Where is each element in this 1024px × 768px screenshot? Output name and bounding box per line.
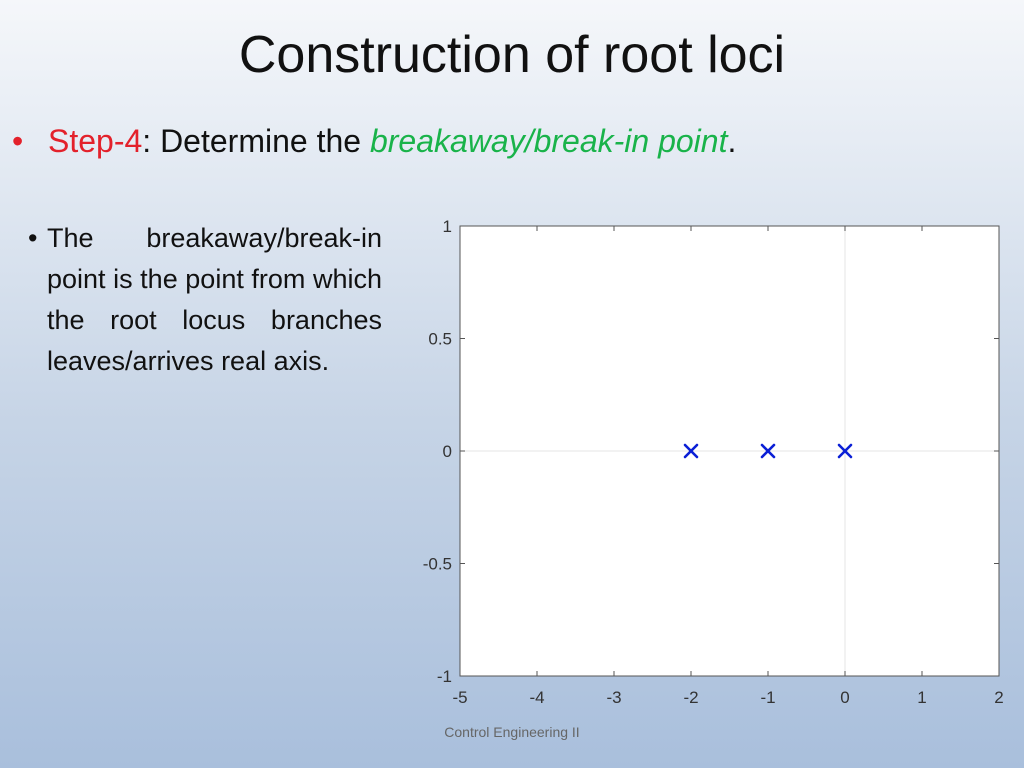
pole-marker-layer: [683, 443, 853, 459]
step-highlight: breakaway/break-in point: [369, 123, 728, 159]
y-tick-label: 0.5: [428, 330, 452, 349]
step-label: Step-4: [48, 123, 143, 159]
y-tick-label: 1: [443, 217, 452, 236]
step-bullet-line: • Step-4: Determine the breakaway/break-i…: [12, 118, 736, 164]
x-tick-label: -4: [529, 688, 544, 707]
tick-label-layer: -5 -4 -3 -2 -1 0 1 2 -1 -0.5 0 0.5 1: [423, 217, 1004, 707]
x-tick-label: -2: [683, 688, 698, 707]
pole-marker: [837, 443, 853, 459]
y-tick-label: 0: [443, 442, 452, 461]
tick-layer: [459, 225, 1000, 677]
x-tick-label: -5: [452, 688, 467, 707]
slide-footer: Control Engineering II: [444, 724, 580, 740]
y-tick-label: -0.5: [423, 555, 452, 574]
definition-bullet-mark: •: [28, 223, 38, 253]
step-text: : Determine the: [142, 123, 370, 159]
x-tick-label: 0: [840, 688, 849, 707]
definition-text: The breakaway/break-in point is the poin…: [47, 223, 382, 376]
pole-marker: [760, 443, 776, 459]
x-tick-label: 1: [917, 688, 926, 707]
x-tick-label: 2: [994, 688, 1003, 707]
y-tick-label: -1: [437, 667, 452, 686]
step-end: .: [727, 123, 737, 159]
x-tick-label: -3: [606, 688, 621, 707]
slide-title: Construction of root loci: [238, 26, 786, 84]
definition-bullet: • The breakaway/break-in point is the po…: [28, 218, 382, 382]
pole-marker: [683, 443, 699, 459]
x-tick-label: -1: [760, 688, 775, 707]
step-bullet: •: [12, 123, 24, 159]
